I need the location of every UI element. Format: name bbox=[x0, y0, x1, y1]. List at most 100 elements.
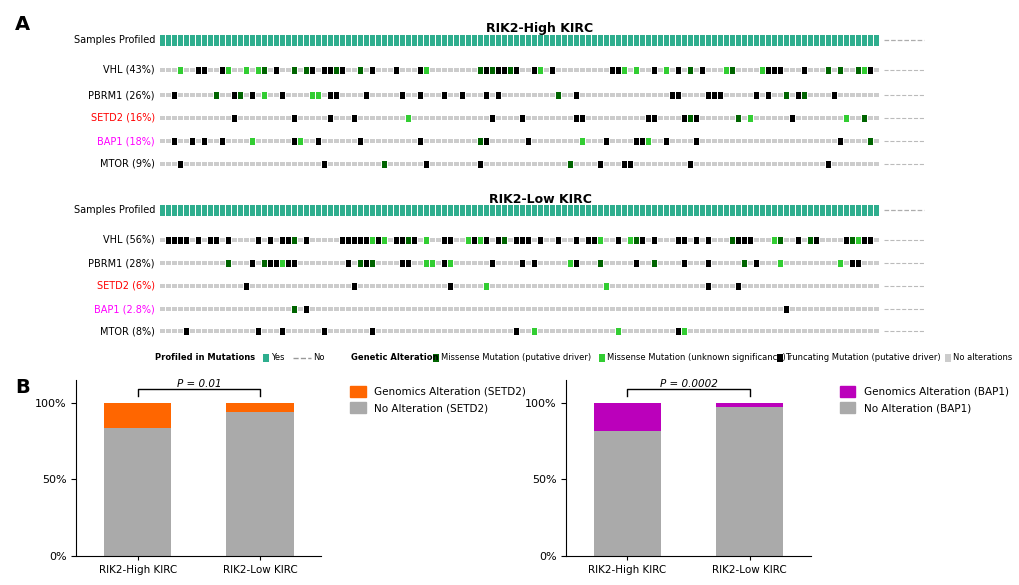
Bar bbox=[333, 68, 338, 72]
Bar bbox=[586, 329, 590, 333]
Bar bbox=[813, 205, 818, 215]
Bar bbox=[651, 205, 656, 215]
Bar bbox=[682, 93, 687, 97]
Bar bbox=[574, 116, 579, 120]
Bar bbox=[220, 205, 225, 215]
Bar bbox=[345, 260, 351, 267]
Bar bbox=[574, 284, 579, 288]
Bar bbox=[387, 329, 392, 333]
Bar bbox=[489, 139, 494, 143]
Bar bbox=[358, 93, 363, 97]
Bar bbox=[861, 139, 866, 143]
Bar bbox=[280, 68, 284, 72]
Bar bbox=[807, 93, 812, 97]
Bar bbox=[741, 284, 746, 288]
Bar bbox=[705, 35, 710, 46]
Bar bbox=[393, 261, 398, 265]
Bar bbox=[682, 307, 687, 311]
Bar bbox=[345, 261, 351, 265]
Bar bbox=[424, 116, 429, 120]
Bar bbox=[472, 236, 477, 243]
Bar bbox=[412, 329, 417, 333]
Bar bbox=[549, 35, 554, 46]
Bar bbox=[268, 93, 273, 97]
Bar bbox=[561, 261, 567, 265]
Bar bbox=[268, 261, 273, 265]
Bar bbox=[453, 68, 459, 72]
Bar bbox=[753, 162, 758, 166]
Bar bbox=[591, 35, 596, 46]
Bar bbox=[393, 238, 398, 242]
Bar bbox=[790, 261, 794, 265]
Bar bbox=[730, 284, 735, 288]
Bar bbox=[747, 284, 752, 288]
Bar bbox=[663, 35, 668, 46]
Bar bbox=[591, 205, 596, 215]
Bar bbox=[280, 307, 284, 311]
Bar bbox=[430, 205, 434, 215]
Bar bbox=[568, 260, 573, 267]
Bar bbox=[280, 139, 284, 143]
Bar bbox=[472, 238, 477, 242]
Bar bbox=[172, 329, 177, 333]
Bar bbox=[370, 205, 375, 215]
Bar bbox=[298, 329, 303, 333]
Bar bbox=[202, 307, 207, 311]
Bar bbox=[322, 238, 327, 242]
Bar bbox=[256, 236, 261, 243]
Bar bbox=[730, 139, 735, 143]
Bar bbox=[645, 139, 650, 143]
Bar bbox=[304, 307, 309, 311]
Bar bbox=[580, 329, 585, 333]
Bar bbox=[172, 162, 177, 166]
Bar bbox=[478, 261, 483, 265]
Bar bbox=[688, 93, 692, 97]
Bar bbox=[280, 91, 284, 98]
Bar bbox=[447, 261, 452, 265]
Bar bbox=[501, 236, 506, 243]
Bar bbox=[688, 205, 692, 215]
Bar bbox=[430, 261, 434, 265]
Bar bbox=[526, 139, 531, 143]
Bar bbox=[291, 329, 297, 333]
Bar bbox=[280, 329, 284, 333]
Text: A: A bbox=[15, 15, 31, 34]
Bar bbox=[256, 284, 261, 288]
Bar bbox=[310, 284, 315, 288]
Bar bbox=[262, 261, 267, 265]
Bar bbox=[753, 284, 758, 288]
Bar bbox=[274, 260, 279, 267]
Bar bbox=[285, 261, 290, 265]
Bar bbox=[688, 284, 692, 288]
Bar bbox=[628, 238, 633, 242]
Bar bbox=[603, 137, 608, 144]
Bar bbox=[160, 162, 165, 166]
Bar bbox=[489, 261, 494, 265]
Bar bbox=[166, 35, 171, 46]
Bar bbox=[688, 139, 692, 143]
Text: Truncating Mutation (putative driver): Truncating Mutation (putative driver) bbox=[785, 353, 940, 363]
Bar bbox=[280, 261, 284, 265]
Bar bbox=[226, 403, 293, 412]
Bar bbox=[825, 307, 830, 311]
Bar bbox=[322, 116, 327, 120]
Bar bbox=[484, 116, 488, 120]
Bar bbox=[514, 35, 519, 46]
Bar bbox=[322, 328, 327, 335]
Bar bbox=[430, 139, 434, 143]
Bar bbox=[736, 162, 740, 166]
Bar bbox=[472, 261, 477, 265]
Bar bbox=[244, 238, 249, 242]
Bar bbox=[807, 162, 812, 166]
Bar bbox=[699, 162, 704, 166]
Bar bbox=[717, 68, 722, 72]
Bar bbox=[777, 238, 783, 242]
Bar bbox=[304, 236, 309, 243]
Bar bbox=[651, 139, 656, 143]
Bar bbox=[237, 261, 243, 265]
Bar bbox=[723, 307, 729, 311]
Bar bbox=[651, 162, 656, 166]
Bar bbox=[543, 238, 548, 242]
Bar bbox=[256, 67, 261, 74]
Bar bbox=[478, 236, 483, 243]
